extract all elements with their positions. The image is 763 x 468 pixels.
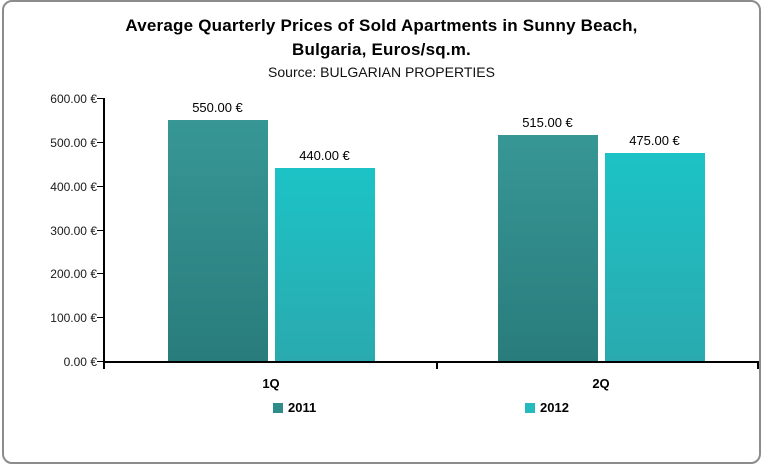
chart-subtitle: Source: BULGARIAN PROPERTIES [268,64,495,80]
legend-label-2012: 2012 [540,400,569,415]
bar-2012-1Q[interactable] [274,168,375,361]
bar-2011-1Q[interactable] [167,119,268,361]
legend-item-2012[interactable]: 2012 [525,401,569,415]
x-axis-category-label-1Q: 1Q [262,376,280,391]
bar-value-label-2012-1Q: 440.00 € [299,148,350,164]
y-axis-tick-label: 200.00 € [50,267,97,282]
y-axis-tick-label: 500.00 € [50,135,97,150]
legend-item-2011[interactable]: 2011 [273,401,316,415]
chart-title-line2: Bulgaria, Euros/sq.m. [292,40,471,59]
y-axis-tick-mark [97,185,103,187]
legend-swatch-2012 [525,403,535,413]
bar-value-label-2012-2Q: 475.00 € [629,132,680,148]
chart-title-line1: Average Quarterly Prices of Sold Apartme… [125,16,638,35]
plot-area: 600.00 € 500.00 € 400.00 € 300.00 € 200.00 €… [4,2,759,462]
x-axis-line [103,361,759,363]
y-axis-tick-mark [97,317,103,319]
y-axis-tick-label: 0.00 € [63,355,97,369]
y-axis-line [103,98,105,363]
x-axis-tick-mark [103,363,105,369]
x-axis-category-label-2Q: 2Q [592,376,610,391]
x-axis-tick-mark [436,363,438,369]
bar-value-label-2011-2Q: 515.00 € [522,115,573,131]
y-axis-tick-mark [97,98,103,99]
y-axis-tick-mark [97,229,103,231]
legend-swatch-2011 [273,403,283,413]
y-axis-tick-label: 300.00 € [50,223,97,238]
legend-label-2011: 2011 [288,400,317,415]
bar-2012-2Q[interactable] [604,152,705,361]
x-axis-tick-mark [757,363,759,369]
y-axis-tick-mark [97,141,103,143]
chart-title: Average Quarterly Prices of Sold Apartme… [4,14,759,62]
y-axis-tick-mark [97,361,103,362]
bar-value-label-2011-1Q: 550.00 € [192,99,243,115]
y-axis-tick-label: 100.00 € [50,311,97,326]
y-axis-tick-label: 600.00 € [50,92,97,106]
y-axis-tick-mark [97,273,103,275]
y-axis-tick-label: 400.00 € [50,179,97,194]
bar-2011-2Q[interactable] [497,135,598,361]
